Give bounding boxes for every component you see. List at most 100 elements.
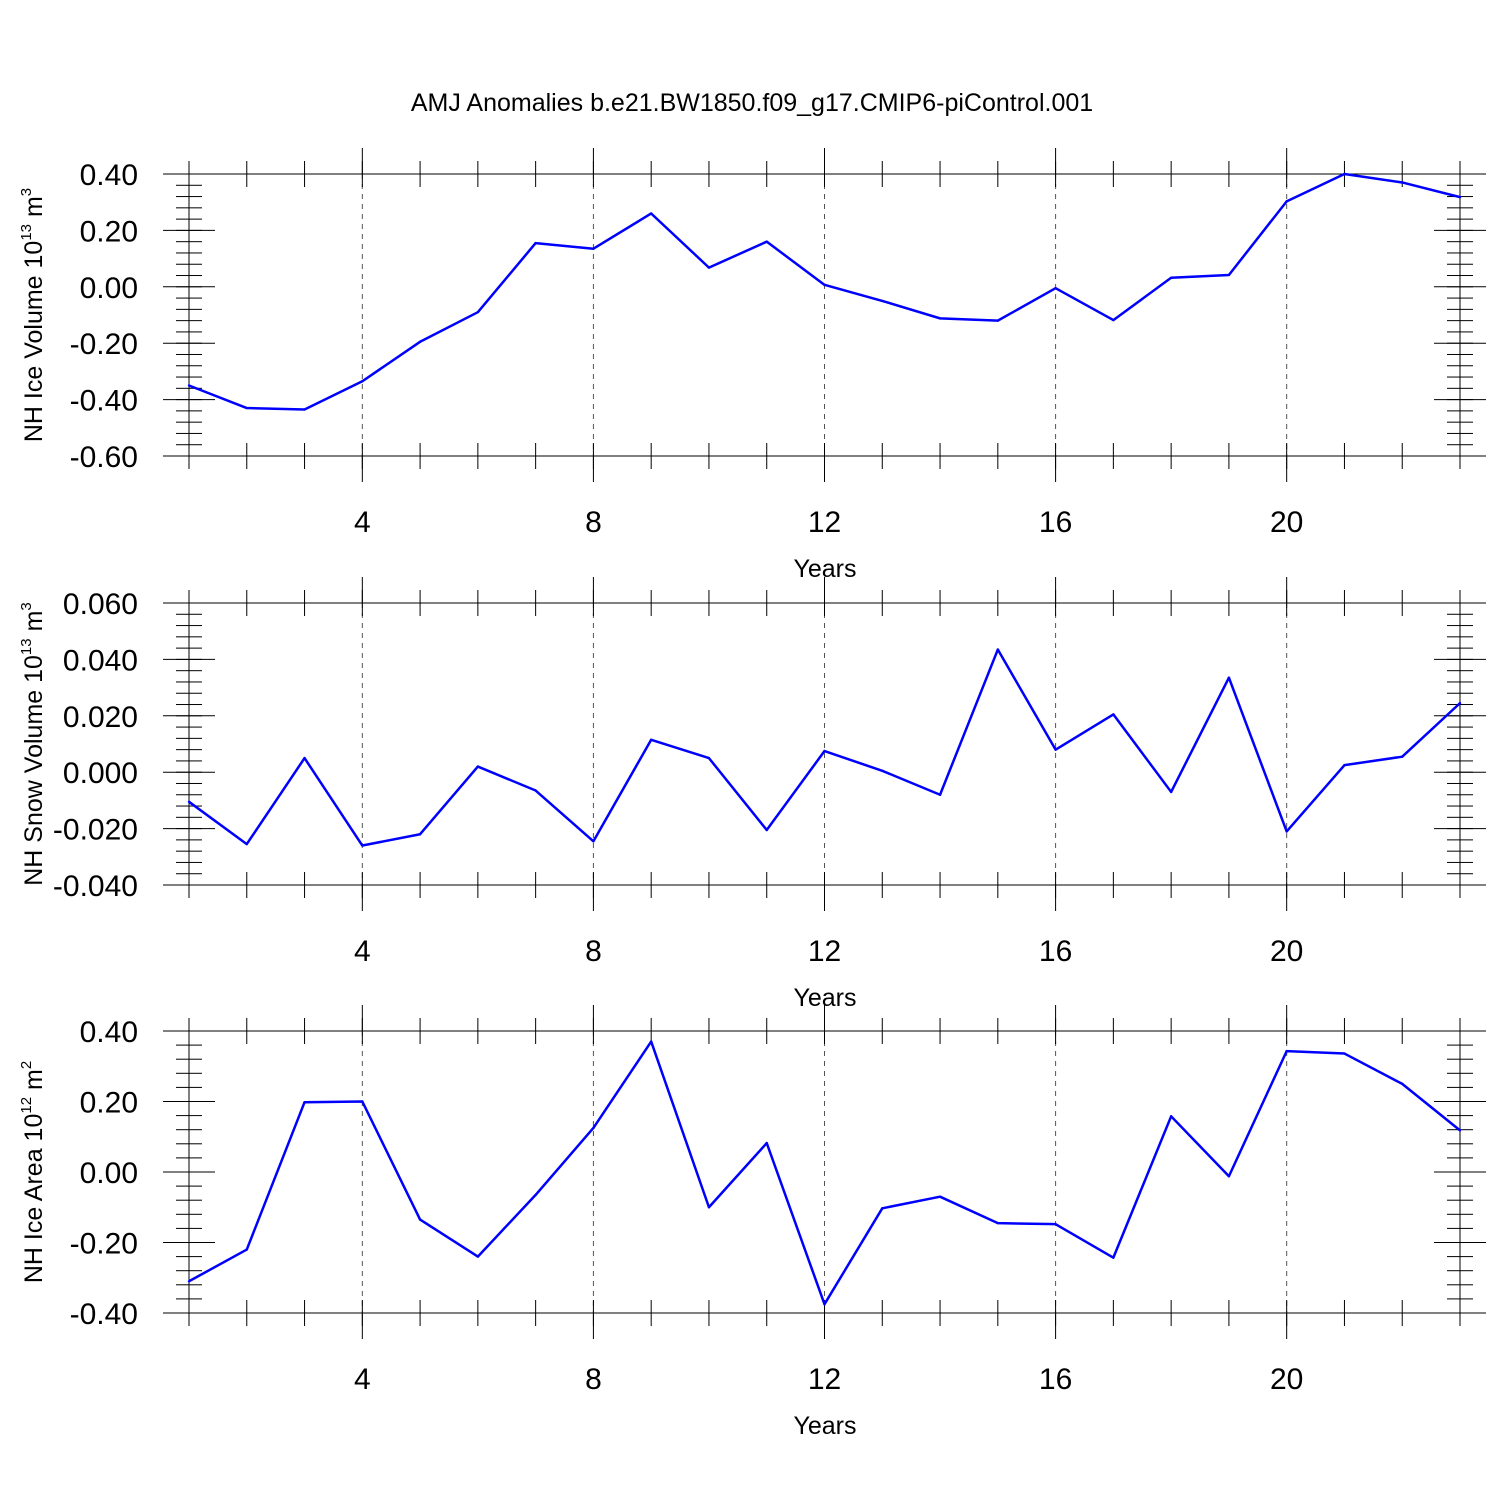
data-point: [1458, 1129, 1462, 1132]
data-point: [592, 247, 595, 250]
data-point: [1112, 1256, 1115, 1259]
y-tick-label: 0.40: [80, 159, 138, 192]
y-axis-label-unit-exp: 3: [18, 188, 35, 196]
data-point: [418, 340, 422, 343]
data-point: [534, 1193, 537, 1197]
data-point: [938, 793, 942, 796]
y-tick-label: -0.20: [70, 328, 138, 361]
y-tick-label: 0.00: [80, 272, 138, 305]
data-point: [765, 240, 768, 243]
y-axis-label: NH Snow Volume 1013 m3: [18, 602, 48, 886]
data-point: [1227, 676, 1231, 679]
plot-frame: [188, 1030, 1461, 1314]
data-point: [303, 756, 306, 760]
data-point: [996, 1221, 1000, 1225]
y-tick-label: -0.40: [70, 385, 138, 418]
data-point: [881, 1207, 884, 1210]
y-axis-label-exp: 13: [18, 638, 35, 655]
x-tick-label: 16: [1039, 1363, 1072, 1396]
y-axis-label-unit: m: [20, 196, 48, 224]
y-tick-label: 0.040: [63, 644, 138, 677]
data-point: [476, 1255, 480, 1258]
x-tick-label: 8: [585, 935, 602, 968]
data-point: [1285, 830, 1288, 833]
x-tick-label: 16: [1039, 935, 1072, 968]
data-point: [418, 833, 422, 836]
data-point: [765, 828, 768, 832]
y-tick-label: 0.020: [63, 701, 138, 734]
figure-title: AMJ Anomalies b.e21.BW1850.f09_g17.CMIP6…: [411, 89, 1093, 117]
data-point: [1401, 755, 1404, 758]
data-point: [996, 319, 1000, 322]
y-tick-label: 0.00: [80, 1157, 138, 1190]
data-point: [1169, 790, 1173, 794]
data-point: [245, 406, 248, 410]
data-point: [1054, 748, 1057, 751]
plot-frame: [188, 602, 1461, 886]
data-point: [823, 283, 826, 287]
y-axis-label-exp: 13: [18, 224, 35, 241]
panels: 4 8 12 16 20 -0.60 -0.40 -0.20 0.00 0.20 0.40 Years…: [18, 148, 1486, 1440]
x-axis-label: Years: [793, 1412, 856, 1440]
y-axis-label-exp: 12: [18, 1097, 35, 1114]
y-axis-label-unit: m: [20, 1069, 48, 1097]
data-point: [1285, 200, 1288, 203]
data-point: [592, 840, 595, 843]
data-point: [649, 1040, 653, 1043]
data-point: [187, 384, 191, 387]
plot-frame: [188, 173, 1461, 457]
y-tick-label: 0.060: [63, 588, 138, 621]
data-point: [418, 1218, 422, 1221]
x-tick-label: 4: [354, 506, 371, 539]
y-tick-label: 0.000: [63, 757, 138, 790]
y-tick-label: -0.20: [70, 1228, 138, 1261]
y-axis-label-base: NH Ice Area 10: [20, 1114, 48, 1284]
data-point: [881, 299, 884, 303]
y-tick-label: 0.20: [80, 1087, 138, 1120]
y-tick-label: -0.020: [53, 814, 138, 847]
y-tick-label: -0.040: [53, 870, 138, 903]
data-point: [187, 1280, 191, 1283]
data-point: [1343, 1052, 1346, 1055]
data-point: [1112, 713, 1115, 716]
y-axis-label: NH Ice Area 1012 m2: [18, 1061, 48, 1283]
x-tick-label: 12: [808, 506, 841, 539]
data-point: [707, 756, 711, 760]
data-point: [361, 1100, 364, 1103]
x-tick-label: 12: [808, 935, 841, 968]
x-tick-label: 8: [585, 1363, 602, 1396]
data-point: [1285, 1049, 1288, 1053]
data-point: [707, 1206, 711, 1209]
data-point: [1227, 1175, 1231, 1178]
data-point: [996, 648, 1000, 651]
data-point: [938, 1195, 942, 1198]
panel-snow-volume: 4 8 12 16 20 -0.040 -0.020 0.000 0.020 0.040 0.060…: [18, 577, 1486, 1012]
y-axis-label-unit: m: [20, 611, 48, 639]
data-point: [1401, 181, 1404, 184]
data-point: [361, 380, 364, 383]
data-point: [187, 800, 191, 804]
y-axis-label-base: NH Ice Volume 10: [20, 241, 48, 443]
x-tick-label: 4: [354, 935, 371, 968]
y-tick-label: -0.60: [70, 441, 138, 474]
y-tick-label: 0.40: [80, 1016, 138, 1049]
x-tick-label: 16: [1039, 506, 1072, 539]
data-point: [881, 769, 884, 772]
data-point: [765, 1141, 768, 1145]
data-point: [245, 1248, 248, 1251]
data-point: [1343, 763, 1346, 767]
data-point: [938, 317, 942, 320]
data-point: [1343, 172, 1346, 176]
data-point: [361, 844, 364, 847]
data-point: [1401, 1082, 1404, 1086]
data-point: [476, 310, 480, 314]
data-point: [534, 241, 537, 245]
data-point: [303, 408, 306, 411]
data-point: [649, 738, 653, 741]
data-point: [1054, 287, 1057, 290]
data-point: [1169, 1115, 1173, 1118]
data-point: [1458, 195, 1462, 199]
y-axis-label-unit-exp: 2: [18, 1061, 35, 1069]
panel-ice-area: 4 8 12 16 20 -0.40 -0.20 0.00 0.20 0.40 Years NH Ic…: [18, 1005, 1486, 1440]
data-point: [707, 266, 711, 269]
